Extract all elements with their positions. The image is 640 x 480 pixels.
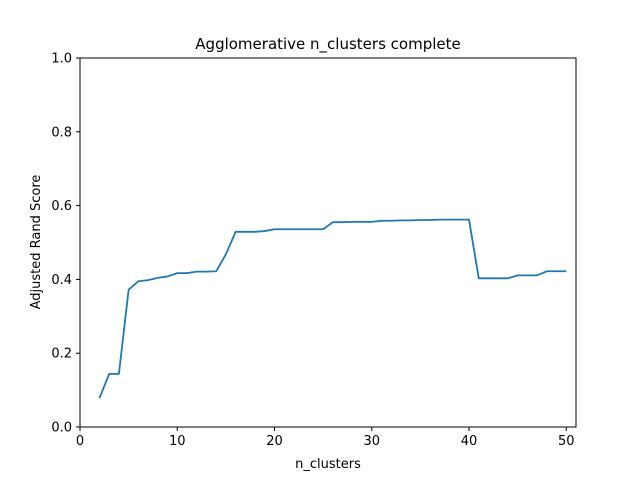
y-tick-label: 0.2 bbox=[51, 347, 72, 362]
chart-title: Agglomerative n_clusters complete bbox=[195, 35, 460, 54]
y-tick-label: 0.6 bbox=[51, 199, 72, 214]
x-tick-label: 0 bbox=[76, 434, 84, 449]
y-tick-label: 0.0 bbox=[51, 421, 72, 436]
x-tick-label: 20 bbox=[266, 434, 283, 449]
y-axis: 0.0 0.2 0.4 0.6 0.8 1.0 bbox=[51, 52, 80, 436]
series-line bbox=[98, 218, 567, 399]
series-line-layer bbox=[98, 218, 567, 399]
y-tick-label: 0.8 bbox=[51, 125, 72, 140]
x-axis: 0 10 20 30 40 50 bbox=[76, 427, 575, 449]
x-tick-label: 40 bbox=[461, 434, 478, 449]
y-axis-label: Adjusted Rand Score bbox=[29, 175, 44, 310]
x-axis-label: n_clusters bbox=[295, 457, 361, 472]
x-tick-label: 50 bbox=[558, 434, 575, 449]
x-tick-label: 10 bbox=[169, 434, 186, 449]
plot-area-frame bbox=[79, 57, 577, 428]
x-tick-label: 30 bbox=[363, 434, 380, 449]
y-tick-label: 1.0 bbox=[51, 52, 72, 67]
y-tick-label: 0.4 bbox=[51, 273, 72, 288]
